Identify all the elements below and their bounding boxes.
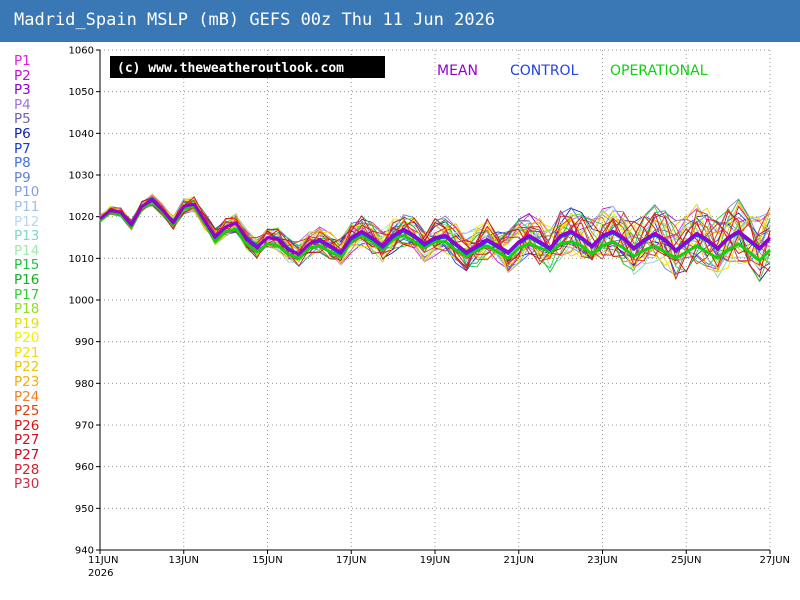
legend-control: CONTROL: [510, 63, 579, 79]
member-legend-item: P18: [14, 301, 40, 318]
y-tick-label: 1030: [69, 171, 94, 182]
member-legend-item: P12: [14, 213, 40, 230]
x-tick-label: 15JUN: [252, 555, 282, 566]
legend-mean: MEAN: [437, 63, 478, 79]
member-legend-item: P25: [14, 403, 40, 420]
x-tick-label: 17JUN: [336, 555, 366, 566]
copyright-background: [110, 56, 385, 78]
y-tick-label: 1040: [69, 129, 94, 140]
x-tick-label: 13JUN: [169, 555, 199, 566]
y-tick-label: 1000: [69, 296, 94, 307]
member-legend-item: P17: [14, 286, 40, 303]
axes: 940 950 960 970 980 990 1000 1010 1020 1030 1040 10…: [69, 46, 790, 580]
member-legend-item: P21: [14, 344, 40, 361]
main-series-lines: [99, 196, 772, 262]
member-legend-item: P24: [14, 388, 40, 405]
member-legend-item: P4: [14, 96, 31, 113]
member-legend-item: P6: [14, 125, 31, 142]
member-legend-item: P26: [14, 417, 40, 434]
x-tick-label: 21JUN: [504, 555, 534, 566]
y-tick-label: 940: [75, 546, 94, 557]
x-tick-label: 11JUN: [88, 555, 118, 566]
member-legend-item: P16: [14, 271, 40, 288]
member-legend-item: P30: [14, 476, 40, 493]
copyright-text: (c) www.theweatheroutlook.com: [117, 61, 344, 76]
member-legend-item: P20: [14, 330, 40, 347]
member-legend-item: P2: [14, 67, 31, 84]
member-legend-item: P14: [14, 242, 40, 259]
member-legend-item: P1: [14, 53, 31, 69]
legend-operational: OPERATIONAL: [610, 63, 708, 79]
copyright-box: (c) www.theweatheroutlook.com: [110, 56, 385, 78]
series-line-operational: [99, 200, 772, 262]
y-tick-label: 1020: [69, 212, 94, 223]
series-legend: MEAN CONTROL OPERATIONAL: [437, 63, 708, 79]
member-legend-item: P28: [14, 461, 40, 478]
member-legend-item: P11: [14, 198, 40, 215]
x-year-label: 2026: [88, 568, 113, 579]
grid: [100, 49, 771, 550]
y-tick-label: 980: [75, 379, 94, 390]
x-tick-label: 27JUN: [760, 555, 790, 566]
y-tick-label: 970: [75, 421, 94, 432]
series-line-mean: [99, 198, 772, 256]
y-tick-label: 1060: [69, 46, 94, 57]
member-line: [99, 196, 771, 273]
chart-title: Madrid_Spain MSLP (mB) GEFS 00z Thu 11 J…: [14, 10, 496, 30]
member-legend-item: P7: [14, 140, 31, 157]
x-tick-label: 23JUN: [587, 555, 617, 566]
y-tick-label: 1010: [69, 254, 94, 265]
member-legend-item: P27: [14, 447, 40, 464]
y-tick-label: 1050: [69, 87, 94, 98]
member-legend-item: P22: [14, 359, 40, 376]
x-tick-label: 19JUN: [420, 555, 450, 566]
member-legend-item: P27: [14, 432, 40, 449]
member-legend-item: P19: [14, 315, 40, 332]
x-tick-label: 25JUN: [671, 555, 701, 566]
y-tick-label: 960: [75, 462, 94, 473]
title-bar: Madrid_Spain MSLP (mB) GEFS 00z Thu 11 J…: [0, 0, 800, 42]
member-legend-item: P10: [14, 184, 40, 201]
member-legend-item: P23: [14, 374, 40, 391]
member-legend-item: P13: [14, 228, 40, 245]
y-tick-label: 950: [75, 504, 94, 515]
member-legend-item: P15: [14, 257, 40, 274]
member-legend-item: P9: [14, 169, 31, 186]
y-tick-label: 990: [75, 337, 94, 348]
member-legend-item: P8: [14, 155, 31, 172]
member-legend-item: P3: [14, 82, 31, 99]
member-legend: P1 P2 P3 P4 P5 P6 P7 P8 P9 P10 P11 P12 P13 P14 P15 P16 P…: [14, 54, 39, 492]
member-legend-item: P5: [14, 111, 31, 128]
member-line: [99, 199, 771, 283]
